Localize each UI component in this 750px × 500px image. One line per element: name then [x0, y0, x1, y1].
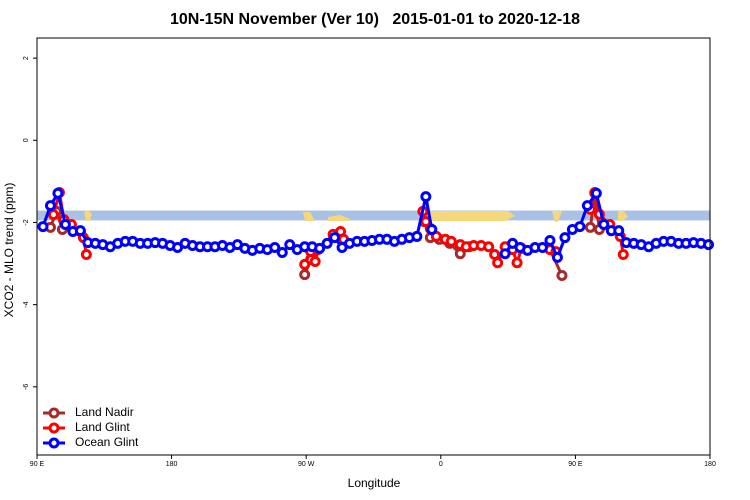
x-tick-label: 180 [166, 461, 178, 468]
point [420, 191, 432, 203]
legend-label: Land Nadir [75, 405, 134, 419]
land-shape [84, 210, 92, 221]
x-tick-label: 0 [439, 461, 443, 468]
point [269, 242, 281, 254]
point [511, 257, 523, 269]
point [411, 230, 423, 242]
y-tick-label: 2 [23, 56, 30, 60]
y-tick-label: -4 [23, 301, 30, 307]
y-axis-label: XCO2 - MLO trend (ppm) [2, 183, 16, 318]
point [37, 221, 49, 233]
point [329, 232, 341, 244]
legend-label: Ocean Glint [75, 435, 139, 449]
land-shape [618, 211, 628, 221]
point [617, 249, 629, 261]
band-layer [37, 210, 710, 221]
land-shape [328, 215, 350, 221]
point [321, 237, 333, 249]
point [613, 225, 625, 237]
point [52, 187, 64, 199]
land-shape [428, 211, 515, 221]
x-tick-label: 90 E [568, 461, 583, 468]
point [314, 242, 326, 254]
y-tick-label: -2 [23, 219, 30, 225]
land-shape [552, 211, 562, 222]
point [276, 246, 288, 258]
point [483, 241, 495, 253]
plot-frame [36, 37, 711, 456]
point [574, 221, 586, 233]
land-shapes [84, 210, 628, 222]
point [492, 257, 504, 269]
point [551, 251, 563, 263]
x-tick-label: 180 [704, 461, 716, 468]
chart-title: 10N-15N November (Ver 10) 2015-01-01 to … [170, 11, 580, 28]
legend-marker [48, 437, 60, 449]
point [445, 235, 457, 247]
point [590, 187, 602, 199]
point [703, 239, 715, 251]
point [426, 223, 438, 235]
y-tick-label: 0 [23, 138, 30, 142]
band [37, 210, 710, 221]
legend-marker [48, 407, 60, 419]
point [598, 219, 610, 231]
y-tick-label: -6 [23, 384, 30, 390]
point [44, 200, 56, 212]
point [299, 258, 311, 270]
land-shape [303, 212, 315, 221]
plot-layer [37, 186, 715, 281]
point [299, 269, 311, 281]
point [499, 248, 511, 260]
point [584, 221, 596, 233]
point [544, 235, 556, 247]
point [47, 209, 59, 221]
point [309, 255, 321, 267]
point [556, 269, 568, 281]
point [284, 239, 296, 251]
point [536, 242, 548, 254]
x-tick-label: 90 W [298, 461, 315, 468]
point [80, 249, 92, 261]
point [581, 200, 593, 212]
legend-label: Land Glint [75, 420, 130, 434]
legend-marker [48, 422, 60, 434]
point [74, 225, 86, 237]
point [559, 232, 571, 244]
point [59, 219, 71, 231]
x-tick-label: 90 E [30, 461, 45, 468]
x-axis-label: Longitude [348, 476, 401, 490]
